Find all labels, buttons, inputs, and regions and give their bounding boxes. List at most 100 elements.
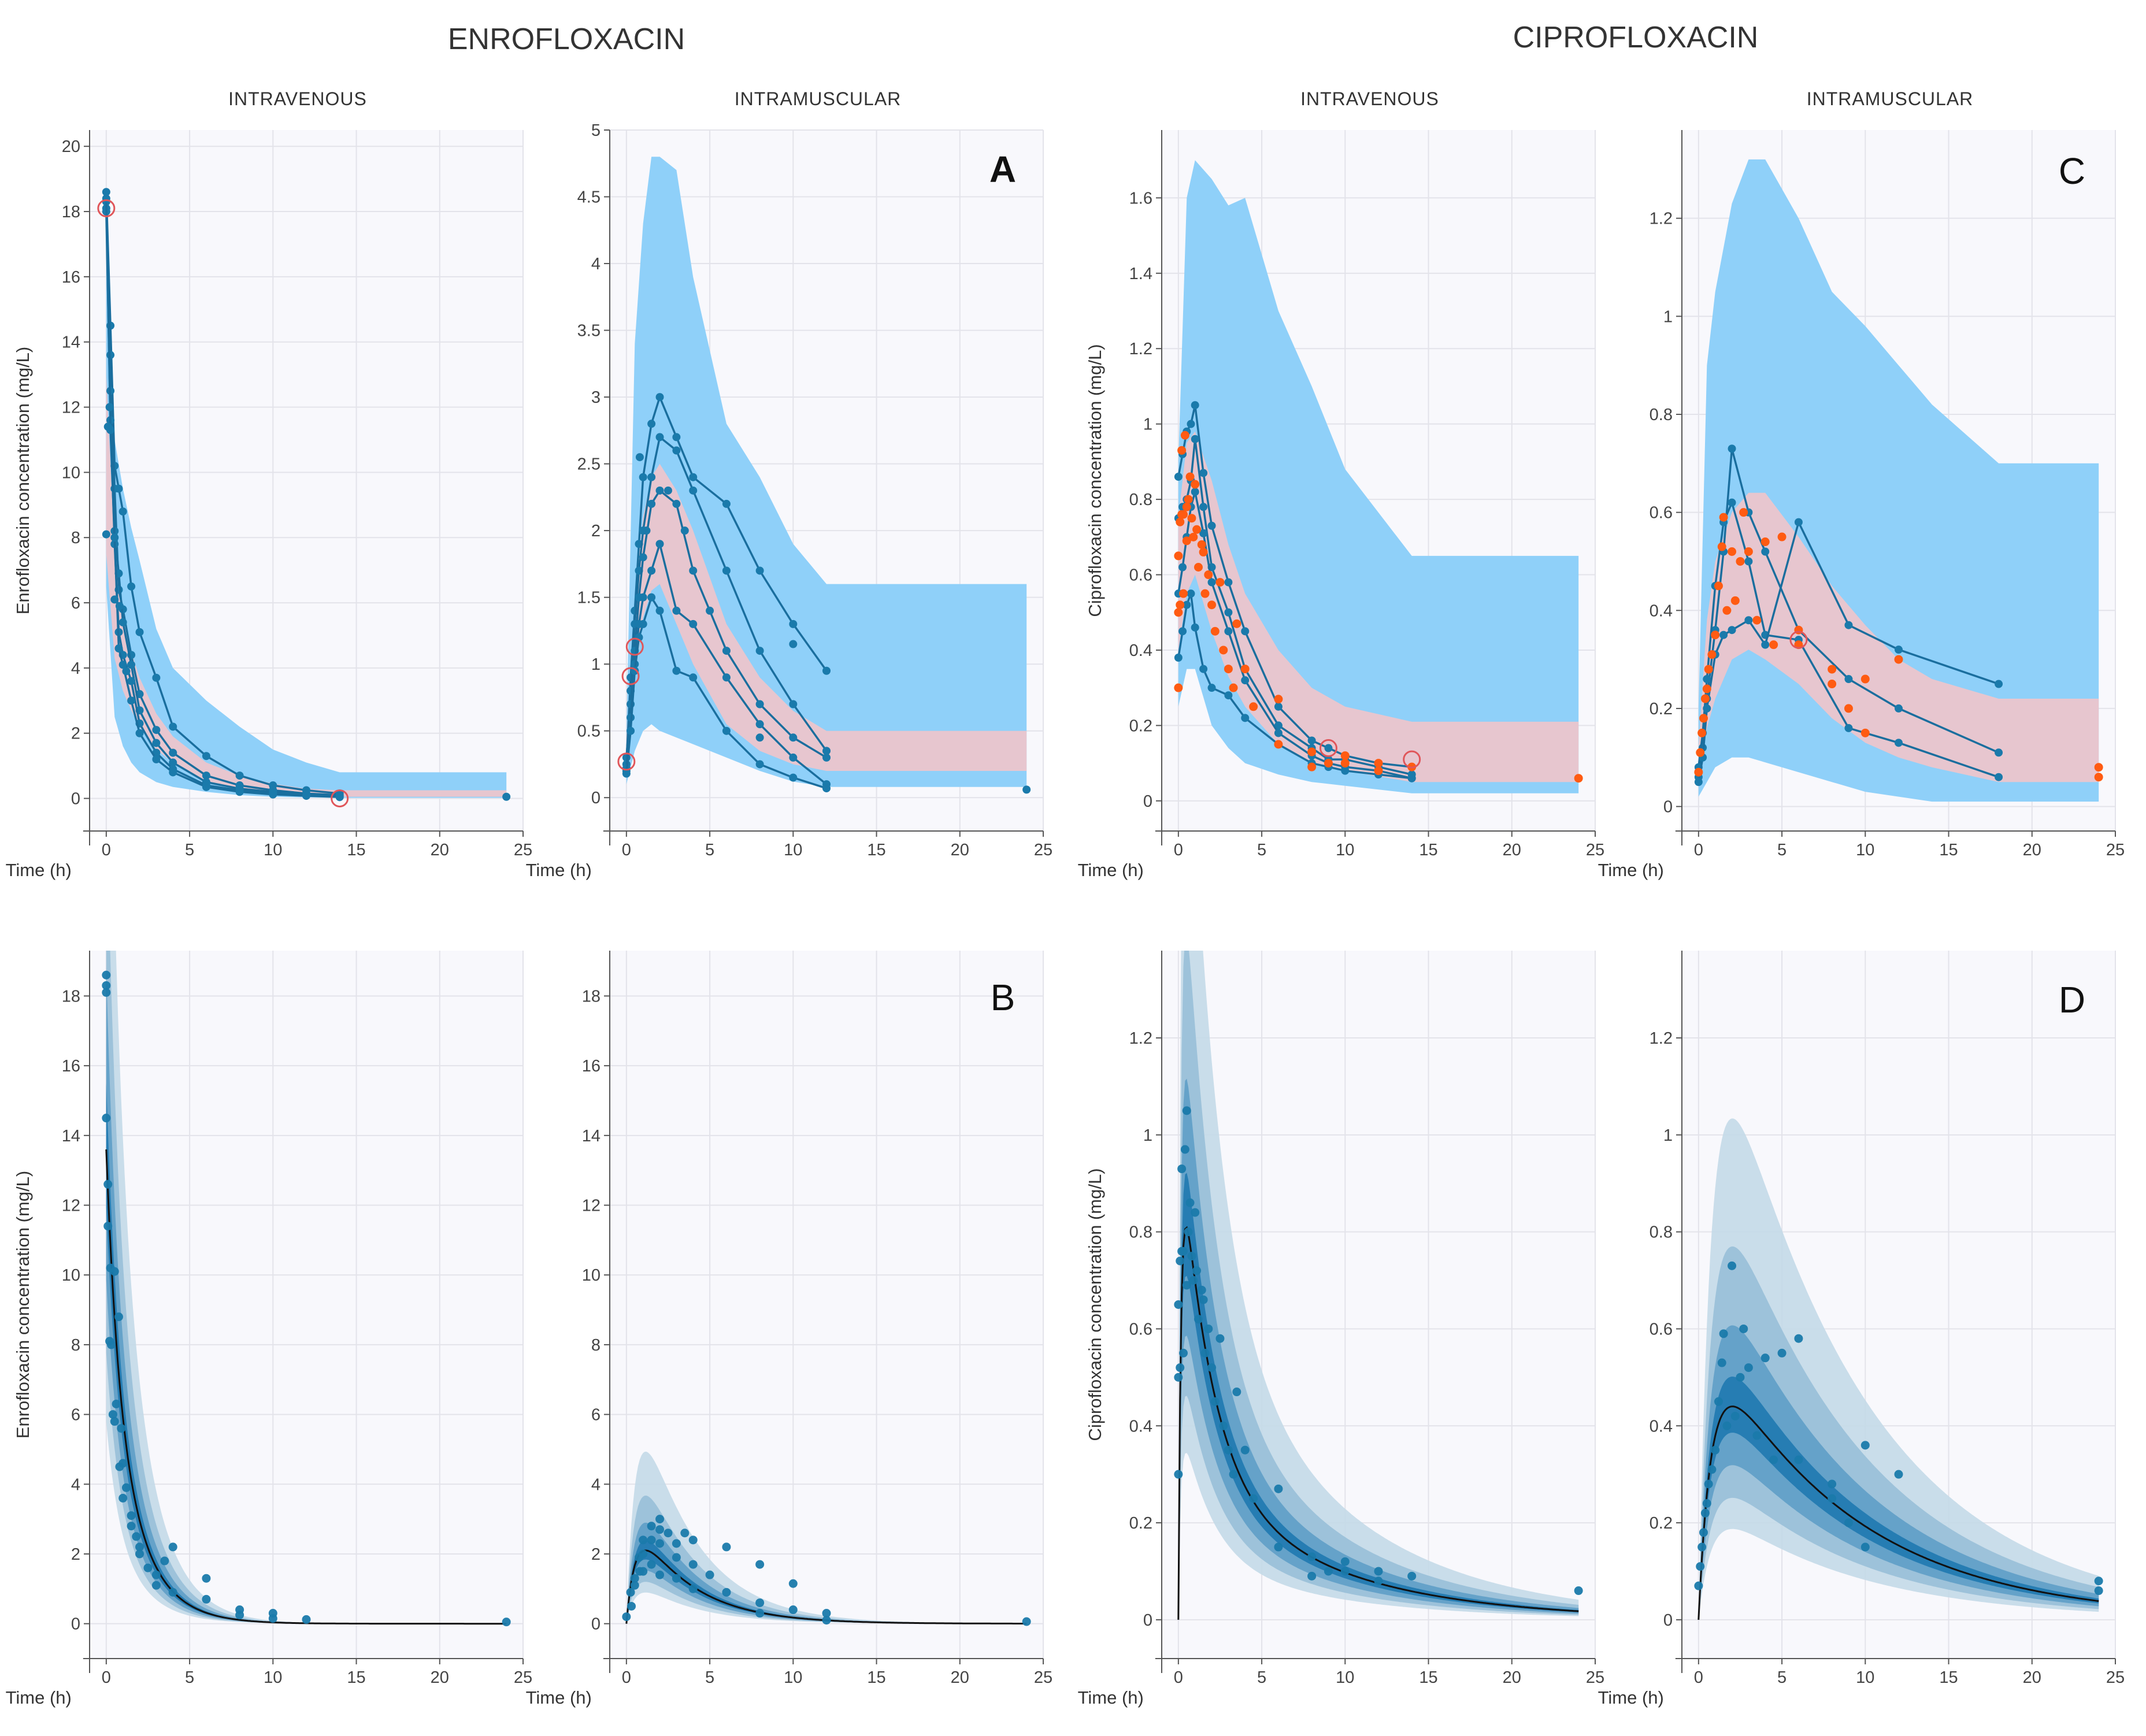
y-tick-label: 4	[71, 1475, 80, 1494]
observation-point-orange	[1730, 596, 1740, 605]
observation-point	[639, 620, 647, 628]
panel-a-iv: 0 5 10 15 20 25 0 2 4 6 8 10 12 14 16 18 20 Time (h) Enrof…	[6, 130, 532, 880]
y-tick-label: 2	[591, 522, 601, 540]
x-tick-label: 15	[867, 841, 885, 859]
observation-point	[1182, 1281, 1191, 1290]
observation-point	[1895, 739, 1903, 747]
y-axis-label: Enrofloxacin concentration (mg/L)	[13, 347, 33, 615]
panel-letter: A	[989, 149, 1016, 190]
x-tick-label: 20	[951, 841, 969, 859]
observation-point-orange	[1174, 683, 1183, 692]
observation-point	[672, 499, 681, 508]
y-tick-label: 6	[71, 594, 80, 613]
observation-point	[1761, 640, 1770, 649]
observation-point	[1224, 691, 1233, 700]
observation-point	[1374, 1577, 1383, 1586]
x-tick-label: 0	[622, 1668, 631, 1687]
prediction-band-90	[1178, 951, 1579, 1620]
x-tick-label: 0	[622, 841, 631, 859]
y-tick-label: 1.2	[1650, 1029, 1673, 1048]
observation-point	[302, 1615, 311, 1624]
observation-point	[1199, 503, 1208, 511]
observation-point	[1178, 563, 1187, 572]
observation-point-orange	[1180, 431, 1189, 440]
prediction-band-50	[626, 1522, 1027, 1624]
observation-point	[647, 593, 656, 602]
observation-point-orange	[2094, 773, 2103, 782]
observation-point	[664, 1529, 673, 1538]
observation-point	[202, 782, 210, 791]
observation-point	[789, 620, 798, 628]
observation-point	[1191, 623, 1199, 632]
observation-point	[1174, 472, 1183, 481]
observation-point	[647, 566, 656, 575]
x-axis-label: Time (h)	[6, 1687, 72, 1708]
plot-content	[1174, 951, 1583, 1620]
observation-point	[755, 1609, 765, 1618]
observation-point	[822, 753, 831, 762]
observation-point	[1739, 1324, 1748, 1333]
observation-point	[626, 1587, 635, 1597]
observation-point	[168, 1542, 177, 1552]
y-tick-label: 1	[1143, 1126, 1152, 1145]
observation-point	[2094, 1586, 2103, 1596]
observation-point	[639, 1567, 648, 1576]
y-tick-label: 2	[591, 1545, 601, 1564]
plot-content	[102, 951, 511, 1627]
observation-point	[1240, 1445, 1250, 1455]
panel-c-im: 0 5 10 15 20 25 0 0.2 0.4 0.6 0.8 1 1.2 Time (h) C	[1598, 130, 2125, 880]
observation-point	[132, 1532, 141, 1541]
observation-point	[755, 720, 764, 729]
observation-point	[647, 473, 656, 481]
x-axis-label: Time (h)	[1078, 1687, 1144, 1708]
y-tick-label: 18	[62, 987, 80, 1006]
observation-point-orange	[1744, 547, 1753, 556]
observation-point	[680, 1529, 690, 1538]
observation-point	[655, 540, 664, 548]
x-tick-label: 15	[1939, 1668, 1958, 1687]
y-tick-label: 16	[62, 268, 80, 287]
outlier-marker	[617, 752, 636, 771]
observation-point	[151, 1581, 161, 1590]
observation-point	[655, 1570, 665, 1579]
observation-point	[110, 595, 119, 604]
y-tick-label: 1.2	[1129, 1029, 1152, 1048]
observation-point	[1744, 1363, 1753, 1373]
x-axis-label: Time (h)	[1598, 1687, 1664, 1708]
observation-point	[1176, 1256, 1185, 1266]
observation-point	[102, 970, 111, 980]
y-tick-label: 16	[582, 1057, 601, 1075]
observation-point-orange	[1828, 665, 1837, 674]
observation-point-orange	[1185, 472, 1195, 481]
observation-point	[169, 722, 177, 731]
observation-point	[1844, 1518, 1853, 1527]
observation-point-orange	[1210, 626, 1220, 636]
observation-point	[1769, 1455, 1778, 1464]
observation-point	[202, 771, 210, 780]
y-tick-label: 0.6	[1650, 504, 1673, 522]
observation-point	[152, 739, 161, 747]
x-tick-label: 25	[514, 841, 532, 859]
observation-point	[1995, 773, 2003, 781]
panel-letter: D	[2059, 979, 2085, 1021]
x-axis-label: Time (h)	[1078, 860, 1144, 880]
observation-point	[1702, 1499, 1711, 1508]
observation-point-orange	[1307, 747, 1317, 756]
observation-point	[1219, 1421, 1228, 1430]
x-tick-label: 0	[1174, 841, 1183, 859]
y-tick-label: 20	[62, 138, 80, 156]
observation-point-orange	[1200, 589, 1210, 598]
observation-point	[1307, 1552, 1317, 1561]
observation-point	[1194, 1315, 1203, 1324]
observation-point-orange	[1182, 502, 1191, 511]
observation-point	[1207, 578, 1216, 587]
x-tick-label: 15	[1419, 841, 1437, 859]
observation-point	[1844, 621, 1853, 629]
plot-content	[1694, 159, 2103, 802]
y-tick-label: 14	[62, 1127, 80, 1145]
observation-point	[1184, 1227, 1193, 1237]
observation-point	[755, 647, 764, 655]
observation-point	[822, 666, 831, 675]
y-tick-label: 18	[582, 987, 601, 1006]
outlier-marker	[331, 789, 349, 808]
